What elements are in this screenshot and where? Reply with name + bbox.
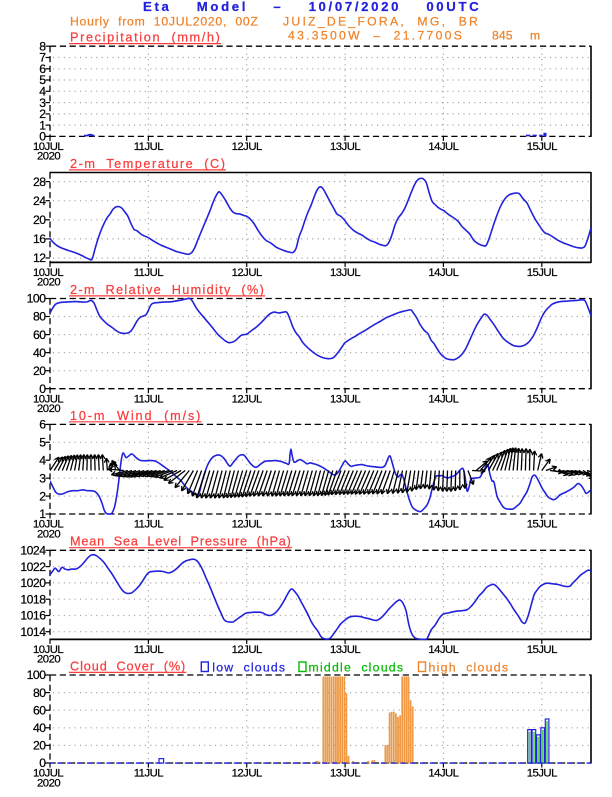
svg-text:1024: 1024 xyxy=(20,544,46,558)
svg-text:2020: 2020 xyxy=(37,528,60,540)
svg-text:60: 60 xyxy=(33,328,46,342)
svg-text:1016: 1016 xyxy=(20,609,46,623)
svg-text:2020: 2020 xyxy=(37,403,60,415)
svg-text:14JUL: 14JUL xyxy=(428,267,458,279)
svg-text:100: 100 xyxy=(27,668,47,682)
svg-text:middle clouds: middle clouds xyxy=(309,661,405,675)
svg-text:12: 12 xyxy=(33,251,46,265)
svg-text:1020: 1020 xyxy=(20,576,46,590)
svg-text:845: 845 xyxy=(492,28,513,42)
svg-text:10JUL: 10JUL xyxy=(33,768,63,780)
svg-text:40: 40 xyxy=(33,346,46,360)
svg-text:2-m Temperature (C): 2-m Temperature (C) xyxy=(70,157,226,171)
svg-text:100: 100 xyxy=(27,292,47,306)
svg-text:12JUL: 12JUL xyxy=(232,768,262,780)
svg-text:4: 4 xyxy=(39,453,46,467)
svg-text:12JUL: 12JUL xyxy=(232,141,262,153)
svg-text:13JUL: 13JUL xyxy=(330,768,360,780)
svg-text:m: m xyxy=(530,28,540,42)
svg-text:6: 6 xyxy=(39,418,46,432)
svg-text:5: 5 xyxy=(39,73,46,87)
svg-text:1018: 1018 xyxy=(20,592,46,606)
svg-text:14JUL: 14JUL xyxy=(428,644,458,656)
svg-text:11JUL: 11JUL xyxy=(134,141,164,153)
svg-text:high clouds: high clouds xyxy=(429,661,510,675)
svg-text:13JUL: 13JUL xyxy=(330,267,360,279)
svg-text:1: 1 xyxy=(39,118,46,132)
svg-text:11JUL: 11JUL xyxy=(134,644,164,656)
svg-text:12JUL: 12JUL xyxy=(232,644,262,656)
svg-text:11JUL: 11JUL xyxy=(134,267,164,279)
svg-text:28: 28 xyxy=(33,175,46,189)
svg-text:1014: 1014 xyxy=(20,625,46,639)
svg-text:20: 20 xyxy=(33,364,46,378)
svg-text:15JUL: 15JUL xyxy=(527,267,557,279)
svg-text:14JUL: 14JUL xyxy=(428,393,458,405)
svg-text:2020: 2020 xyxy=(37,277,60,289)
svg-text:6: 6 xyxy=(39,62,46,76)
svg-text:Eta Model – 10/07/202: Eta Model – 10/07/2020 00UTC xyxy=(143,0,481,14)
svg-text:20: 20 xyxy=(33,739,46,753)
svg-text:8: 8 xyxy=(39,39,46,53)
svg-text:15JUL: 15JUL xyxy=(527,768,557,780)
svg-text:13JUL: 13JUL xyxy=(330,519,360,531)
svg-text:4: 4 xyxy=(39,85,46,99)
svg-text:low clouds: low clouds xyxy=(212,661,286,675)
svg-text:2020: 2020 xyxy=(37,654,60,666)
svg-text:Hourly from 10JUL2020, 00Z: Hourly from 10JUL2020, 00Z xyxy=(70,14,259,28)
svg-text:JUIZ_DE_FORA, MG, BR: JUIZ_DE_FORA, MG, BR xyxy=(283,14,480,28)
svg-text:16: 16 xyxy=(33,232,46,246)
svg-text:43.3500W – 21.7700S: 43.3500W – 21.7700S xyxy=(288,28,464,42)
svg-text:0: 0 xyxy=(39,382,46,396)
svg-text:12JUL: 12JUL xyxy=(232,393,262,405)
svg-text:10JUL: 10JUL xyxy=(33,267,63,279)
svg-text:11JUL: 11JUL xyxy=(134,768,164,780)
svg-text:15JUL: 15JUL xyxy=(527,644,557,656)
svg-text:Cloud Cover (%): Cloud Cover (%) xyxy=(70,659,186,673)
svg-text:10JUL: 10JUL xyxy=(33,393,63,405)
svg-text:10JUL: 10JUL xyxy=(33,644,63,656)
svg-text:0: 0 xyxy=(39,130,46,144)
svg-text:14JUL: 14JUL xyxy=(428,519,458,531)
svg-text:13JUL: 13JUL xyxy=(330,141,360,153)
svg-text:80: 80 xyxy=(33,686,46,700)
svg-text:10-m Wind (m/s): 10-m Wind (m/s) xyxy=(70,409,202,423)
svg-text:Precipitation (mm/h): Precipitation (mm/h) xyxy=(70,31,221,45)
svg-text:0: 0 xyxy=(39,756,46,770)
svg-text:13JUL: 13JUL xyxy=(330,393,360,405)
svg-text:3: 3 xyxy=(39,96,46,110)
svg-text:2-m Relative Humidity (%): 2-m Relative Humidity (%) xyxy=(70,283,265,297)
svg-text:60: 60 xyxy=(33,703,46,717)
svg-text:20: 20 xyxy=(33,213,46,227)
svg-text:12JUL: 12JUL xyxy=(232,267,262,279)
svg-text:14JUL: 14JUL xyxy=(428,768,458,780)
svg-text:1: 1 xyxy=(39,507,46,521)
svg-text:14JUL: 14JUL xyxy=(428,141,458,153)
svg-text:24: 24 xyxy=(33,194,46,208)
svg-text:13JUL: 13JUL xyxy=(330,644,360,656)
svg-text:15JUL: 15JUL xyxy=(527,519,557,531)
svg-text:5: 5 xyxy=(39,436,46,450)
svg-text:2: 2 xyxy=(39,489,46,503)
svg-text:2: 2 xyxy=(39,107,46,121)
svg-text:2020: 2020 xyxy=(37,777,60,789)
svg-text:15JUL: 15JUL xyxy=(527,141,557,153)
svg-text:15JUL: 15JUL xyxy=(527,393,557,405)
svg-text:Mean Sea Level Pressure (h: Mean Sea Level Pressure (hPa) xyxy=(70,535,292,549)
svg-text:12JUL: 12JUL xyxy=(232,519,262,531)
svg-text:1022: 1022 xyxy=(20,560,46,574)
svg-text:3: 3 xyxy=(39,471,46,485)
svg-text:10JUL: 10JUL xyxy=(33,519,63,531)
svg-text:11JUL: 11JUL xyxy=(134,519,164,531)
svg-text:10JUL: 10JUL xyxy=(33,141,63,153)
svg-text:7: 7 xyxy=(39,51,46,65)
svg-text:11JUL: 11JUL xyxy=(134,393,164,405)
svg-text:2020: 2020 xyxy=(37,151,60,163)
svg-text:80: 80 xyxy=(33,310,46,324)
svg-text:40: 40 xyxy=(33,721,46,735)
